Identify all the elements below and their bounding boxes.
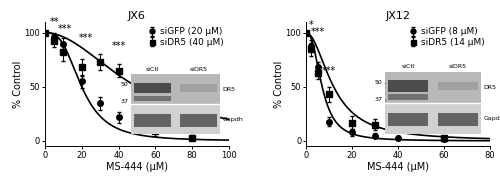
Text: ***: *** [322,66,336,76]
Text: ***: *** [78,33,92,42]
Text: **: ** [394,101,403,111]
Title: JX6: JX6 [128,11,146,21]
Text: **: ** [50,17,59,27]
X-axis label: MS-444 (μM): MS-444 (μM) [106,162,168,172]
Legend: siGFP (8 μM), siDR5 (14 μM): siGFP (8 μM), siDR5 (14 μM) [406,27,486,48]
Text: *: * [308,20,313,29]
Legend: siGFP (20 μM), siDR5 (40 μM): siGFP (20 μM), siDR5 (40 μM) [146,27,224,48]
Y-axis label: % Control: % Control [274,61,284,108]
Text: ***: *** [310,27,324,37]
Text: ***: *** [58,24,72,34]
X-axis label: MS-444 (μM): MS-444 (μM) [367,162,429,172]
Y-axis label: % Control: % Control [13,61,23,108]
Text: ***: *** [148,101,162,111]
Text: ***: *** [112,41,126,51]
Title: JX12: JX12 [386,11,410,21]
